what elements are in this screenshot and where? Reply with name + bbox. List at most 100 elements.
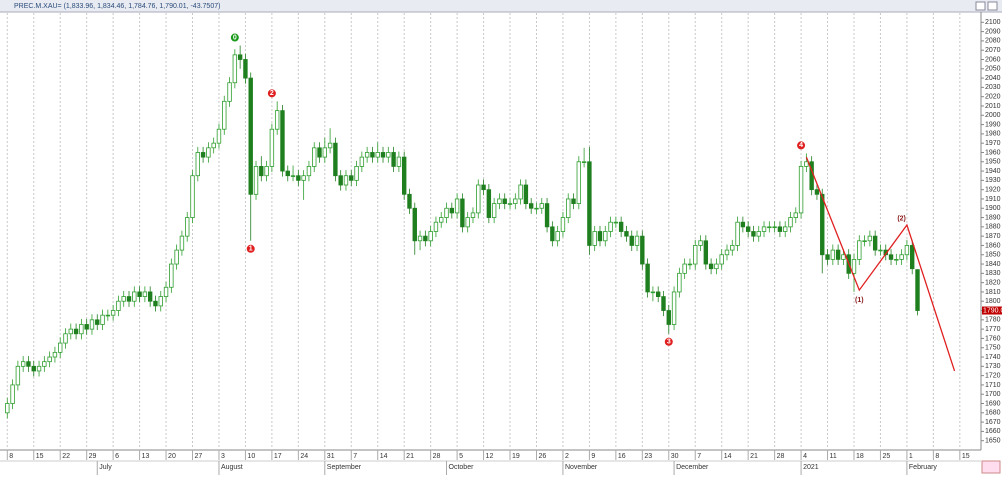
x-tick-label: 5 <box>459 453 463 460</box>
candle-body <box>20 361 26 367</box>
candle-body <box>322 147 328 158</box>
x-tick-label: 12 <box>486 453 494 460</box>
candle-body <box>608 221 613 232</box>
x-tick-label: 7 <box>697 453 701 460</box>
candle-body <box>767 226 772 229</box>
candle-body <box>211 142 216 149</box>
candle-body <box>227 82 232 102</box>
candle-body <box>153 300 158 307</box>
candle-body <box>904 245 910 256</box>
candle-body <box>333 142 338 177</box>
candle-body <box>248 77 253 195</box>
candle-body <box>597 231 603 242</box>
month-label: 2021 <box>803 464 819 471</box>
candle-body <box>645 263 650 293</box>
month-label: February <box>909 464 938 471</box>
candle-body <box>312 147 317 167</box>
candle-body <box>301 175 306 181</box>
candle-body <box>174 249 179 265</box>
candle-body <box>528 203 534 209</box>
month-label: November <box>565 464 598 471</box>
candle-body <box>798 166 804 214</box>
candle-body <box>666 310 671 325</box>
candle-body <box>825 254 830 260</box>
candle-body <box>677 272 682 293</box>
wave-label: 2 <box>270 90 274 97</box>
y-tick-label: 1780 <box>985 317 1001 324</box>
candle-body <box>650 291 656 294</box>
candle-body <box>200 152 206 158</box>
candle-body <box>15 365 21 386</box>
y-tick-label: 1840 <box>985 261 1001 268</box>
window-button[interactable] <box>975 1 986 11</box>
candle-body <box>380 152 386 158</box>
y-tick-label: 2000 <box>985 112 1001 119</box>
candle-body <box>158 296 163 307</box>
candle-body <box>772 226 777 229</box>
corner-icon[interactable] <box>981 460 1001 474</box>
y-tick-label: 1810 <box>985 289 1001 296</box>
y-tick-label: 1750 <box>985 345 1001 352</box>
candle-body <box>121 296 126 302</box>
candle-body <box>550 226 555 242</box>
candle-body <box>629 235 634 246</box>
window-button[interactable] <box>987 1 998 11</box>
candle-body <box>68 328 73 335</box>
wave-label: (2) <box>897 216 906 223</box>
wave-label: 0 <box>233 34 237 41</box>
candle-body <box>132 291 137 302</box>
candle-body <box>428 231 433 242</box>
candle-body <box>163 286 169 297</box>
candle-body <box>84 324 89 330</box>
candle-body <box>783 226 788 232</box>
candle-body <box>391 152 396 167</box>
y-tick-label: 1660 <box>985 428 1001 435</box>
candle-body <box>476 184 481 214</box>
candle-body <box>147 291 153 302</box>
candle-body <box>290 175 296 177</box>
candle-body <box>126 296 132 302</box>
candle-body <box>5 403 10 414</box>
candle-body <box>216 128 222 144</box>
x-tick-label: 8 <box>9 453 13 460</box>
candle-body <box>185 217 190 237</box>
candle-body <box>756 231 761 237</box>
candle-body <box>576 161 582 205</box>
candle-body <box>719 254 724 265</box>
candle-body <box>730 245 735 251</box>
candle-body <box>47 356 52 363</box>
candle-body <box>581 161 587 163</box>
y-tick-label: 1860 <box>985 242 1001 249</box>
candle-body <box>116 300 121 311</box>
candle-body <box>613 221 619 224</box>
wave-label: 1 <box>249 246 253 253</box>
x-tick-label: 14 <box>724 453 732 460</box>
wave-marker <box>267 89 276 98</box>
candle-body <box>555 231 560 242</box>
y-tick-label: 2100 <box>985 19 1001 26</box>
candle-body <box>370 152 375 158</box>
candle-body <box>73 328 79 335</box>
y-tick-label: 1760 <box>985 335 1001 342</box>
x-tick-label: 20 <box>168 453 176 460</box>
candle-body <box>317 147 322 158</box>
y-tick-label: 1740 <box>985 354 1001 361</box>
candle-body <box>851 258 857 274</box>
y-tick-label: 1890 <box>985 214 1001 221</box>
candle-body <box>481 184 486 191</box>
x-tick-label: 15 <box>36 453 44 460</box>
candle-body <box>687 263 693 266</box>
candle-body <box>640 235 645 265</box>
y-tick-label: 1800 <box>985 298 1001 305</box>
y-tick-label: 2080 <box>985 38 1001 45</box>
y-tick-label: 1710 <box>985 382 1001 389</box>
x-tick-label: 24 <box>300 453 308 460</box>
candle-body <box>507 203 513 205</box>
month-label: August <box>221 464 243 471</box>
y-tick-label: 2050 <box>985 66 1001 73</box>
candle-body <box>417 235 423 242</box>
y-tick-label: 1770 <box>985 326 1001 333</box>
candle-body <box>142 291 148 297</box>
candle-body <box>714 263 719 270</box>
candle-body <box>560 217 566 232</box>
